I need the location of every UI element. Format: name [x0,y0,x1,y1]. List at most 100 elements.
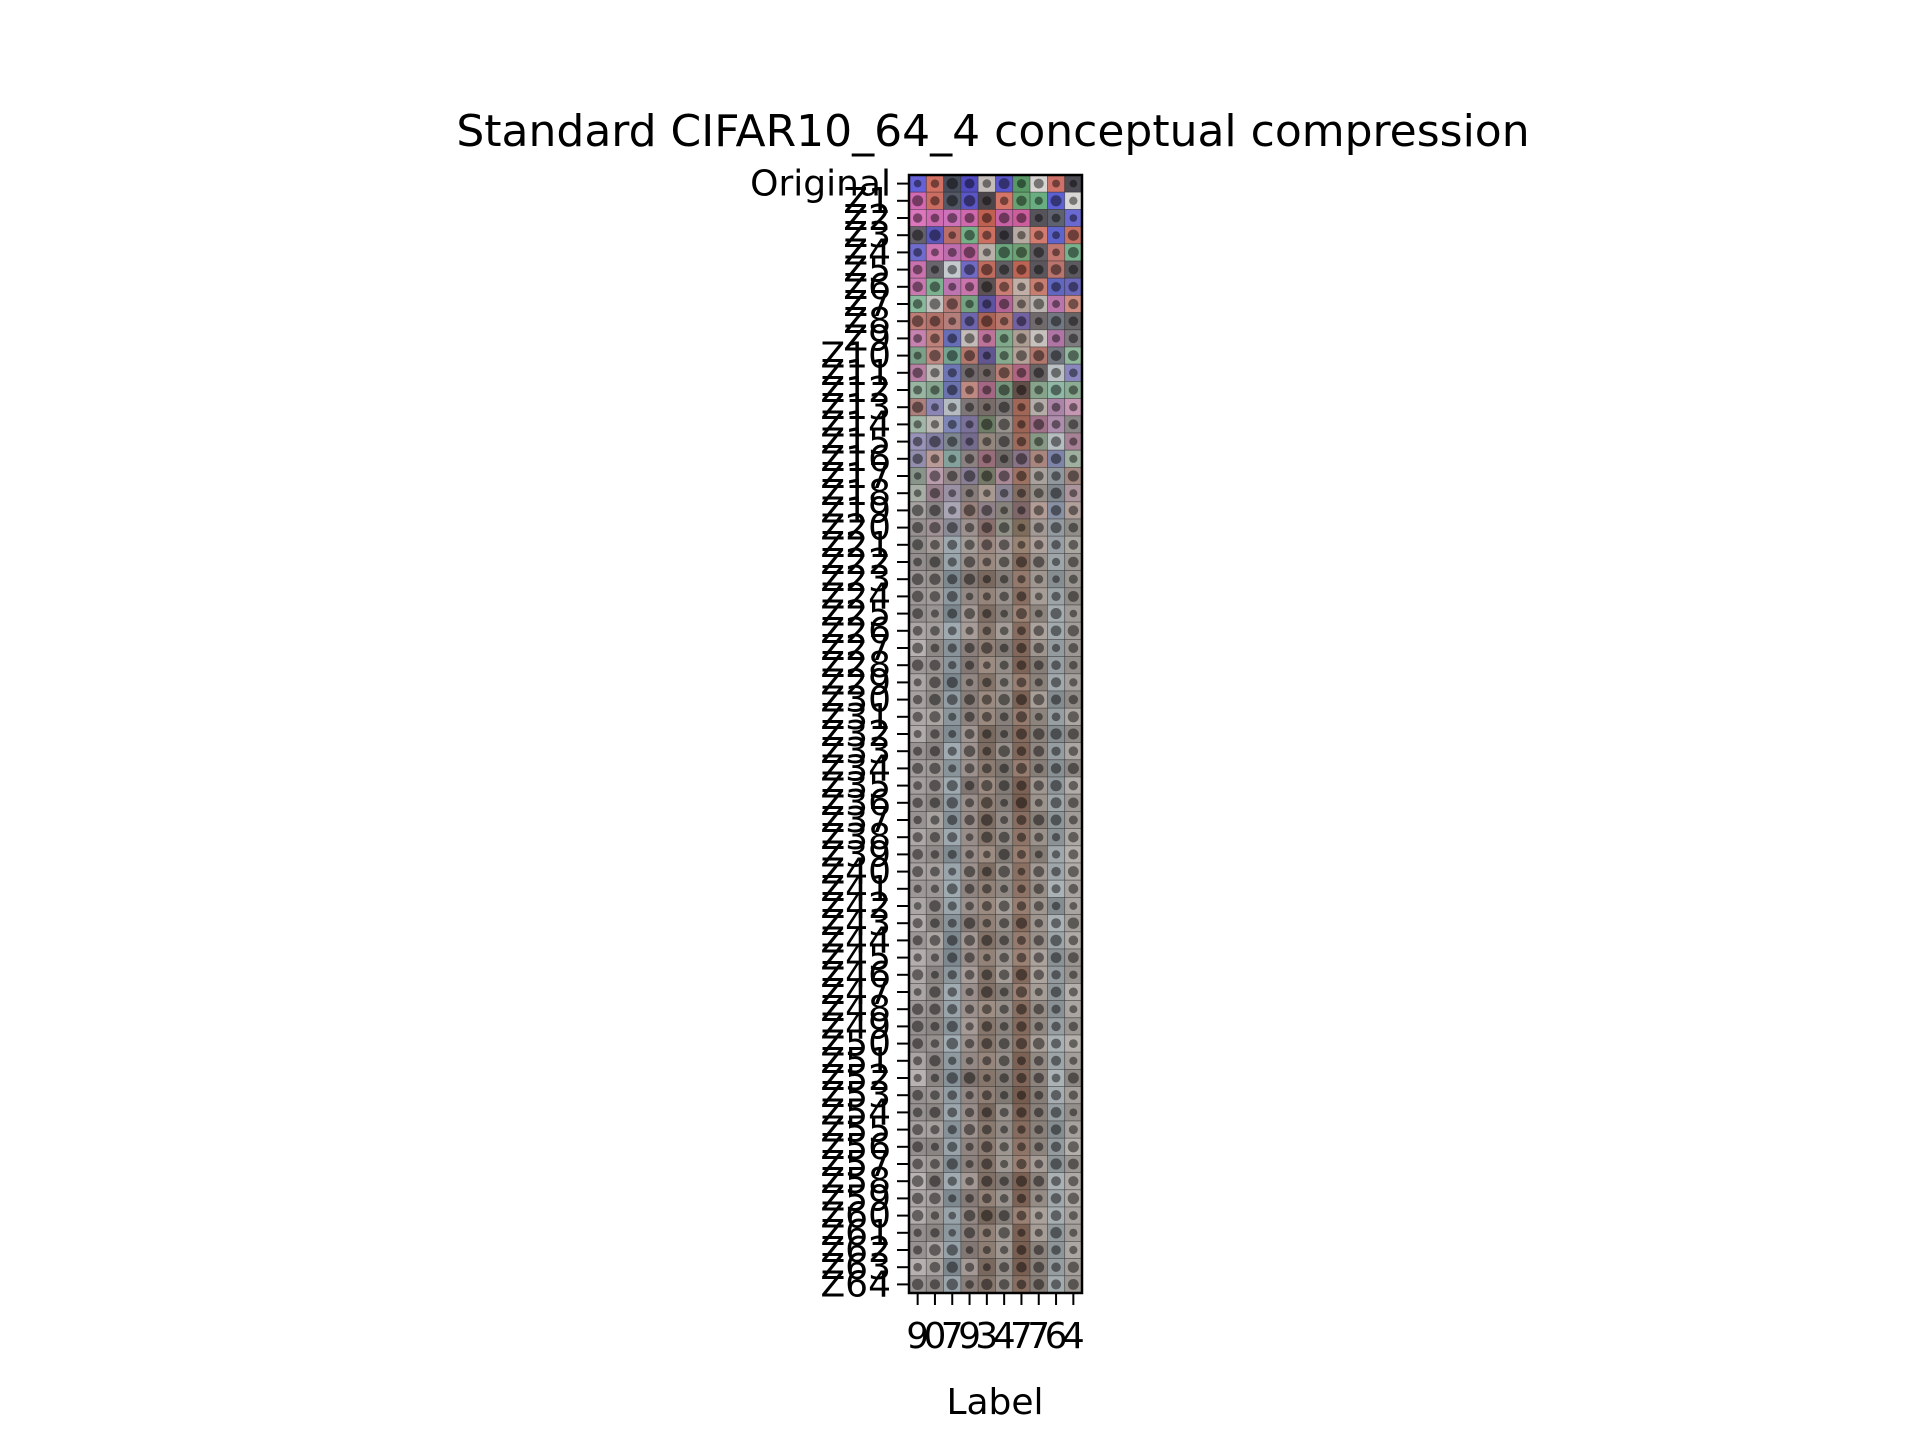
image-cell-center-r43-c4 [982,918,992,928]
y-tick-label-9: Z9 [843,318,891,359]
image-cell-center-r31-c2 [948,712,957,721]
image-cell-center-r60-c6 [1016,1210,1027,1221]
image-cell-center-r18-c3 [965,489,974,498]
image-cell-center-r15-c7 [1034,437,1044,447]
y-tick-label-59: Z59 [821,1178,891,1219]
image-cell-center-r42-c6 [1016,901,1027,911]
image-cell-center-r36-c6 [1015,797,1028,809]
image-cell-center-r64-c9 [1067,1278,1079,1290]
image-cell-center-r35-c9 [1068,780,1079,791]
image-cell-center-r8-c2 [948,317,957,326]
image-cell-center-r22-c3 [963,556,976,568]
image-cell-center-r37-c8 [1050,814,1062,826]
image-cell-center-r51-c9 [1069,1056,1078,1065]
image-cell-center-r41-c9 [1068,883,1079,894]
image-cell-center-r1-c1 [930,196,940,206]
image-cell-center-r47-c7 [1034,987,1043,997]
image-cell-center-r23-c1 [929,573,941,585]
image-cell-center-r35-c5 [998,780,1010,791]
image-cell-center-r35-c4 [981,780,993,792]
image-cell-center-r9-c9 [1068,333,1079,344]
image-cell-center-r46-c2 [947,970,957,980]
image-cell-center-r9-c7 [1034,333,1044,344]
y-tick-label-30: Z30 [821,680,891,721]
image-cell-center-r57-c0 [912,1158,923,1170]
image-cell-center-r16-c4 [982,454,992,464]
image-cell-center-r26-c6 [1017,626,1026,636]
image-cell-center-r16-c6 [1015,453,1028,465]
image-cell-center-r60-c7 [1034,1211,1043,1220]
image-cell-center-r43-c7 [1034,918,1044,928]
image-cell-center-r23-c0 [911,573,924,586]
y-tick-label-19: Z19 [821,490,891,531]
image-cell-center-r46-c7 [1033,969,1044,981]
image-cell-center-r44-c8 [1050,934,1062,947]
y-tick-label-25: Z25 [821,594,891,635]
image-cell-center-r49-c5 [999,1021,1009,1031]
image-cell-center-r33-c7 [1033,745,1045,757]
image-cell-center-r27-c9 [1068,643,1079,653]
image-cell-center-r3-c3 [964,229,975,241]
image-cell-border-r2-c2 [943,208,962,227]
image-cell-center-r56-c0 [912,1141,924,1153]
image-cell-center-r29-c0 [913,678,922,687]
y-tick-label-55: Z55 [821,1110,891,1151]
x-tick-label-2: 7 [941,1316,964,1357]
image-cell-center-r25-c2 [947,608,958,619]
image-cell-center-r10-c6 [1016,350,1027,361]
image-cell-center-r40-c6 [1017,867,1026,876]
image-cell-center-r39-c9 [1068,849,1079,860]
image-cell-center-r37-c1 [930,815,940,825]
image-cell-center-r58-c2 [947,1176,957,1186]
image-cell-center-r8-c9 [1068,316,1079,327]
y-tick-label-35: Z35 [821,766,891,807]
image-cell-center-r56-c4 [981,1141,993,1153]
image-cell-center-r55-c5 [1000,1125,1009,1134]
y-tick-label-20: Z20 [821,508,891,549]
image-cell-center-r63-c7 [1033,1261,1045,1273]
image-cell-center-r60-c3 [963,1209,976,1222]
image-cell-center-r51-c2 [948,1056,957,1066]
image-cell-center-r23-c5 [999,574,1009,584]
image-cell-center-r24-c7 [1034,592,1043,601]
x-tick-label-8: 6 [1045,1316,1068,1357]
image-cell-center-r37-c9 [1068,815,1078,825]
image-cell-center-r25-c6 [1016,608,1027,620]
image-cell-center-r61-c6 [1017,1228,1026,1237]
image-cell-center-r40-c7 [1033,866,1045,878]
image-cell-center-r10-c8 [1050,350,1062,361]
image-cell-center-r30-c7 [1033,693,1045,706]
x-tick-label-5: 4 [993,1316,1016,1357]
image-cell-center-r42-c0 [913,902,922,910]
y-tick-label-50: Z50 [821,1024,891,1065]
image-cell-center-r5-c4 [981,263,993,276]
image-cell-center-r60-c1 [930,1211,940,1220]
image-cell-center-r15-c1 [929,435,941,448]
image-cell-center-r11-c4 [982,368,991,377]
image-cell-center-r38-c6 [1016,832,1027,842]
image-cell-center-r26-c8 [1050,625,1062,637]
image-cell-center-r19-c2 [948,506,957,515]
image-cell-center-r34-c9 [1067,762,1079,774]
y-tick-label-7: Z7 [843,284,891,325]
image-cell-center-r14-c3 [965,420,974,429]
image-cell-center-r39-c7 [1034,850,1043,859]
image-cell-center-r18-c0 [913,489,922,498]
image-cell-center-r51-c3 [965,1056,974,1065]
image-cell-center-r23-c6 [1017,575,1026,584]
image-cell-center-r59-c5 [999,1194,1009,1203]
image-cell-center-r36-c7 [1034,798,1043,807]
image-cell-center-r17-c8 [1051,471,1061,481]
image-cell-center-r21-c7 [1034,540,1044,550]
image-cell-center-r50-c5 [998,1038,1010,1050]
image-cell-border-r56-c2 [943,1137,962,1156]
image-cell-center-r16-c5 [999,454,1009,464]
image-cell-center-r56-c7 [1034,1142,1044,1152]
image-cell-center-r62-c0 [913,1245,923,1255]
image-cell-center-r43-c3 [963,917,976,929]
image-cell-center-r54-c6 [1016,1107,1027,1118]
image-cell-center-r49-c8 [1051,1021,1061,1032]
image-cell-center-r58-c9 [1068,1176,1079,1187]
image-cell-center-r41-c8 [1051,884,1061,894]
image-cell-center-r17-c2 [946,470,958,482]
